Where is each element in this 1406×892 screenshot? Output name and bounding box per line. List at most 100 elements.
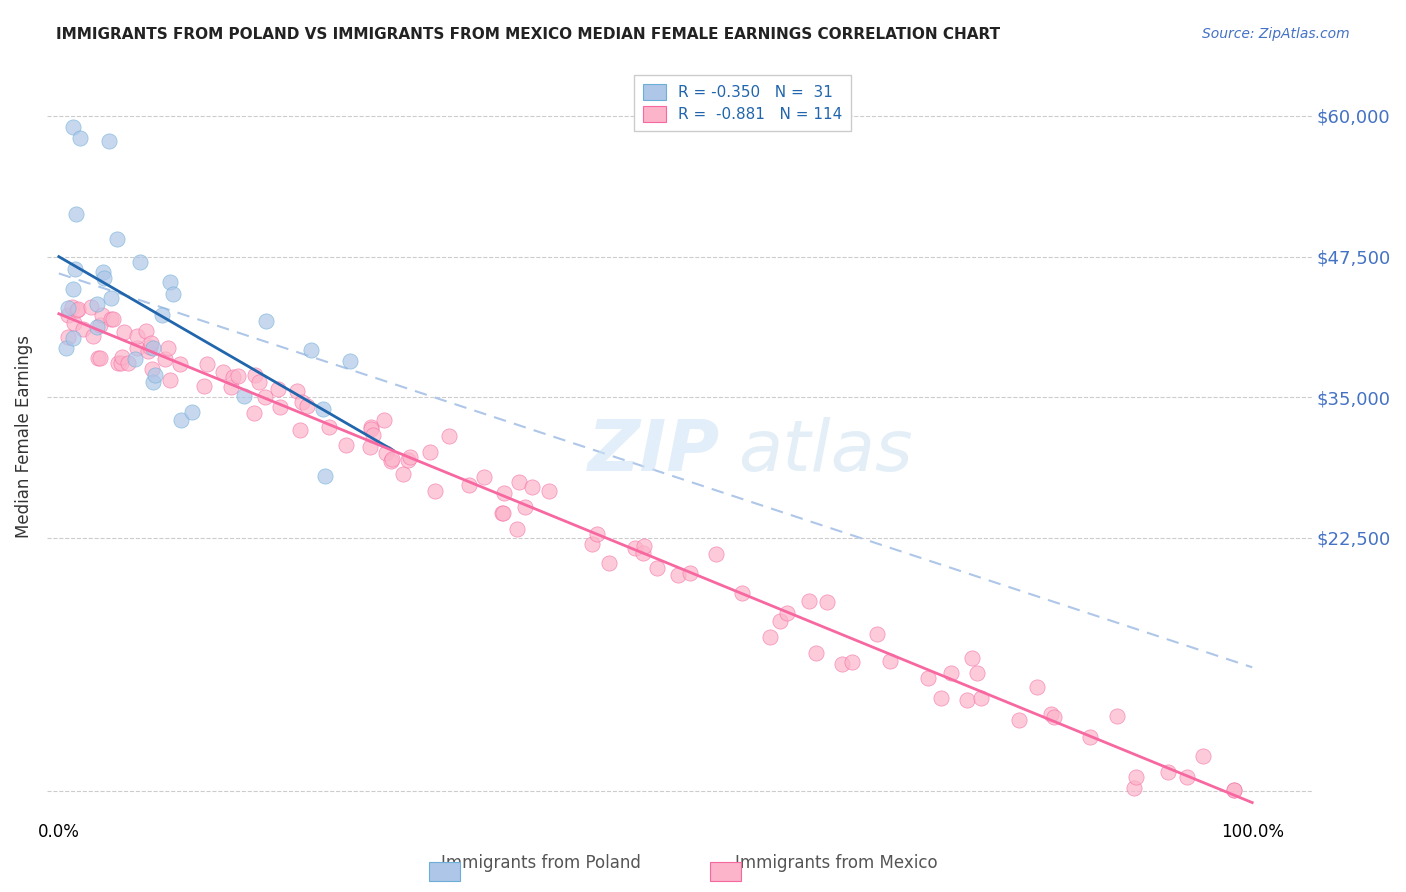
Point xyxy=(1192,749,1215,764)
Point xyxy=(288,423,311,437)
Point xyxy=(56,301,79,315)
Point xyxy=(360,420,382,434)
Point xyxy=(136,343,159,358)
Point xyxy=(492,485,515,500)
Point xyxy=(520,480,543,494)
Point xyxy=(62,331,84,345)
Point xyxy=(359,440,381,454)
Point xyxy=(139,336,162,351)
Point xyxy=(112,325,135,339)
Point xyxy=(505,522,527,536)
Point xyxy=(91,265,114,279)
Point xyxy=(221,370,243,384)
Point xyxy=(631,546,654,560)
Text: Immigrants from Mexico: Immigrants from Mexico xyxy=(735,855,938,872)
Point xyxy=(666,568,689,582)
Point xyxy=(98,134,121,148)
Point xyxy=(1157,765,1180,780)
Point xyxy=(929,690,952,705)
Point xyxy=(491,506,513,520)
Point xyxy=(62,282,84,296)
Point xyxy=(966,666,988,681)
Point xyxy=(1175,771,1198,785)
Point xyxy=(917,671,939,685)
Point xyxy=(1223,783,1246,797)
Point xyxy=(311,402,333,417)
Point xyxy=(318,420,340,434)
Point xyxy=(301,343,323,357)
Point xyxy=(82,329,104,343)
Point xyxy=(939,665,962,680)
Point xyxy=(117,356,139,370)
Point xyxy=(472,469,495,483)
Point xyxy=(193,379,215,393)
Point xyxy=(363,428,385,442)
Point xyxy=(731,585,754,599)
Point xyxy=(295,399,318,413)
Point xyxy=(66,302,89,317)
Point xyxy=(291,394,314,409)
Point xyxy=(1125,770,1147,784)
Point xyxy=(159,373,181,387)
Point xyxy=(267,383,290,397)
Point xyxy=(111,351,134,365)
Point xyxy=(1223,783,1246,797)
Text: atlas: atlas xyxy=(738,417,912,486)
Point xyxy=(143,368,166,383)
Point xyxy=(392,467,415,482)
Point xyxy=(125,341,148,355)
Point xyxy=(100,292,122,306)
Point xyxy=(60,300,83,314)
Point xyxy=(314,469,336,483)
Point xyxy=(107,356,129,370)
Point xyxy=(211,365,233,379)
Point xyxy=(253,390,276,404)
Point xyxy=(142,341,165,355)
Point xyxy=(1008,713,1031,727)
Text: ZIP: ZIP xyxy=(588,417,720,486)
Point xyxy=(419,445,441,459)
Point xyxy=(162,287,184,301)
Point xyxy=(269,400,291,414)
Point xyxy=(598,556,620,570)
Point xyxy=(425,483,447,498)
Point xyxy=(1043,710,1066,724)
Point xyxy=(581,537,603,551)
Point xyxy=(150,308,173,322)
Point xyxy=(841,656,863,670)
Point xyxy=(219,380,242,394)
Point xyxy=(93,271,115,285)
Point xyxy=(1122,780,1144,795)
Point xyxy=(169,357,191,371)
Point xyxy=(831,657,853,672)
Point xyxy=(86,297,108,311)
Point xyxy=(399,450,422,464)
Point xyxy=(86,320,108,334)
Point xyxy=(156,341,179,355)
Point xyxy=(155,351,177,366)
Point xyxy=(970,691,993,706)
Point xyxy=(69,131,91,145)
Point xyxy=(865,627,887,641)
Point xyxy=(254,314,277,328)
Point xyxy=(139,339,162,353)
Point xyxy=(513,500,536,515)
Point xyxy=(62,120,84,135)
Point xyxy=(339,354,361,368)
Point xyxy=(508,475,530,490)
Point xyxy=(65,207,87,221)
Point xyxy=(103,312,125,326)
Point xyxy=(335,438,357,452)
Point xyxy=(72,322,94,336)
Point xyxy=(678,566,700,580)
Legend: R = -0.350   N =  31, R =  -0.881   N = 114: R = -0.350 N = 31, R = -0.881 N = 114 xyxy=(634,75,852,131)
Point xyxy=(633,539,655,553)
Point xyxy=(375,446,398,460)
Point xyxy=(381,452,404,467)
Point xyxy=(245,368,267,382)
Point xyxy=(89,351,111,366)
Point xyxy=(797,594,820,608)
Point xyxy=(58,330,80,344)
Text: Immigrants from Poland: Immigrants from Poland xyxy=(441,855,641,872)
Point xyxy=(1105,708,1128,723)
